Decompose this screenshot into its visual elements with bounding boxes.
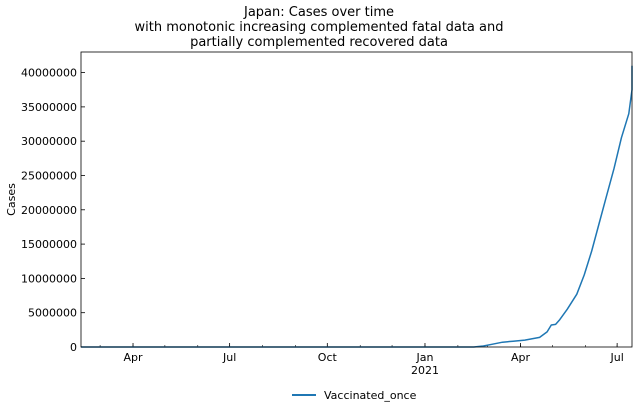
y-axis: 0 5000000 10000000 15000000 20000000 25000000…: [21, 67, 85, 354]
x-tick-label: Jan: [415, 351, 433, 364]
x-tick-label: Oct: [318, 351, 338, 364]
legend-label-vaccinated-once: Vaccinated_once: [324, 388, 417, 402]
y-tick-label: 25000000: [21, 169, 77, 182]
x-tick-label: Apr: [124, 351, 144, 364]
x-tick-label: Jul: [609, 351, 623, 364]
y-tick-label: 40000000: [21, 67, 77, 80]
chart-title-line-1: Japan: Cases over time: [244, 5, 394, 20]
y-tick-label: 35000000: [21, 101, 77, 114]
chart-title-line-2: with monotonic increasing complemented f…: [134, 20, 504, 35]
y-tick-label: 15000000: [21, 238, 77, 251]
y-tick-label: 20000000: [21, 204, 77, 217]
y-tick-label: 5000000: [28, 307, 77, 320]
plot-frame: [80, 51, 633, 348]
legend: Vaccinated_once: [292, 387, 416, 403]
series-line-vaccinated-once: [81, 65, 633, 348]
legend-swatch: [292, 394, 316, 396]
y-tick-label: 10000000: [21, 272, 77, 285]
y-tick-label: 0: [70, 341, 77, 354]
y-axis-label: Cases: [5, 183, 18, 216]
x-tick-label: Apr: [511, 351, 531, 364]
chart-title-line-3: partially complemented recovered data: [190, 35, 448, 50]
y-tick-label: 30000000: [21, 135, 77, 148]
x-tick-year-label: 2021: [411, 364, 439, 377]
x-tick-label: Jul: [222, 351, 236, 364]
